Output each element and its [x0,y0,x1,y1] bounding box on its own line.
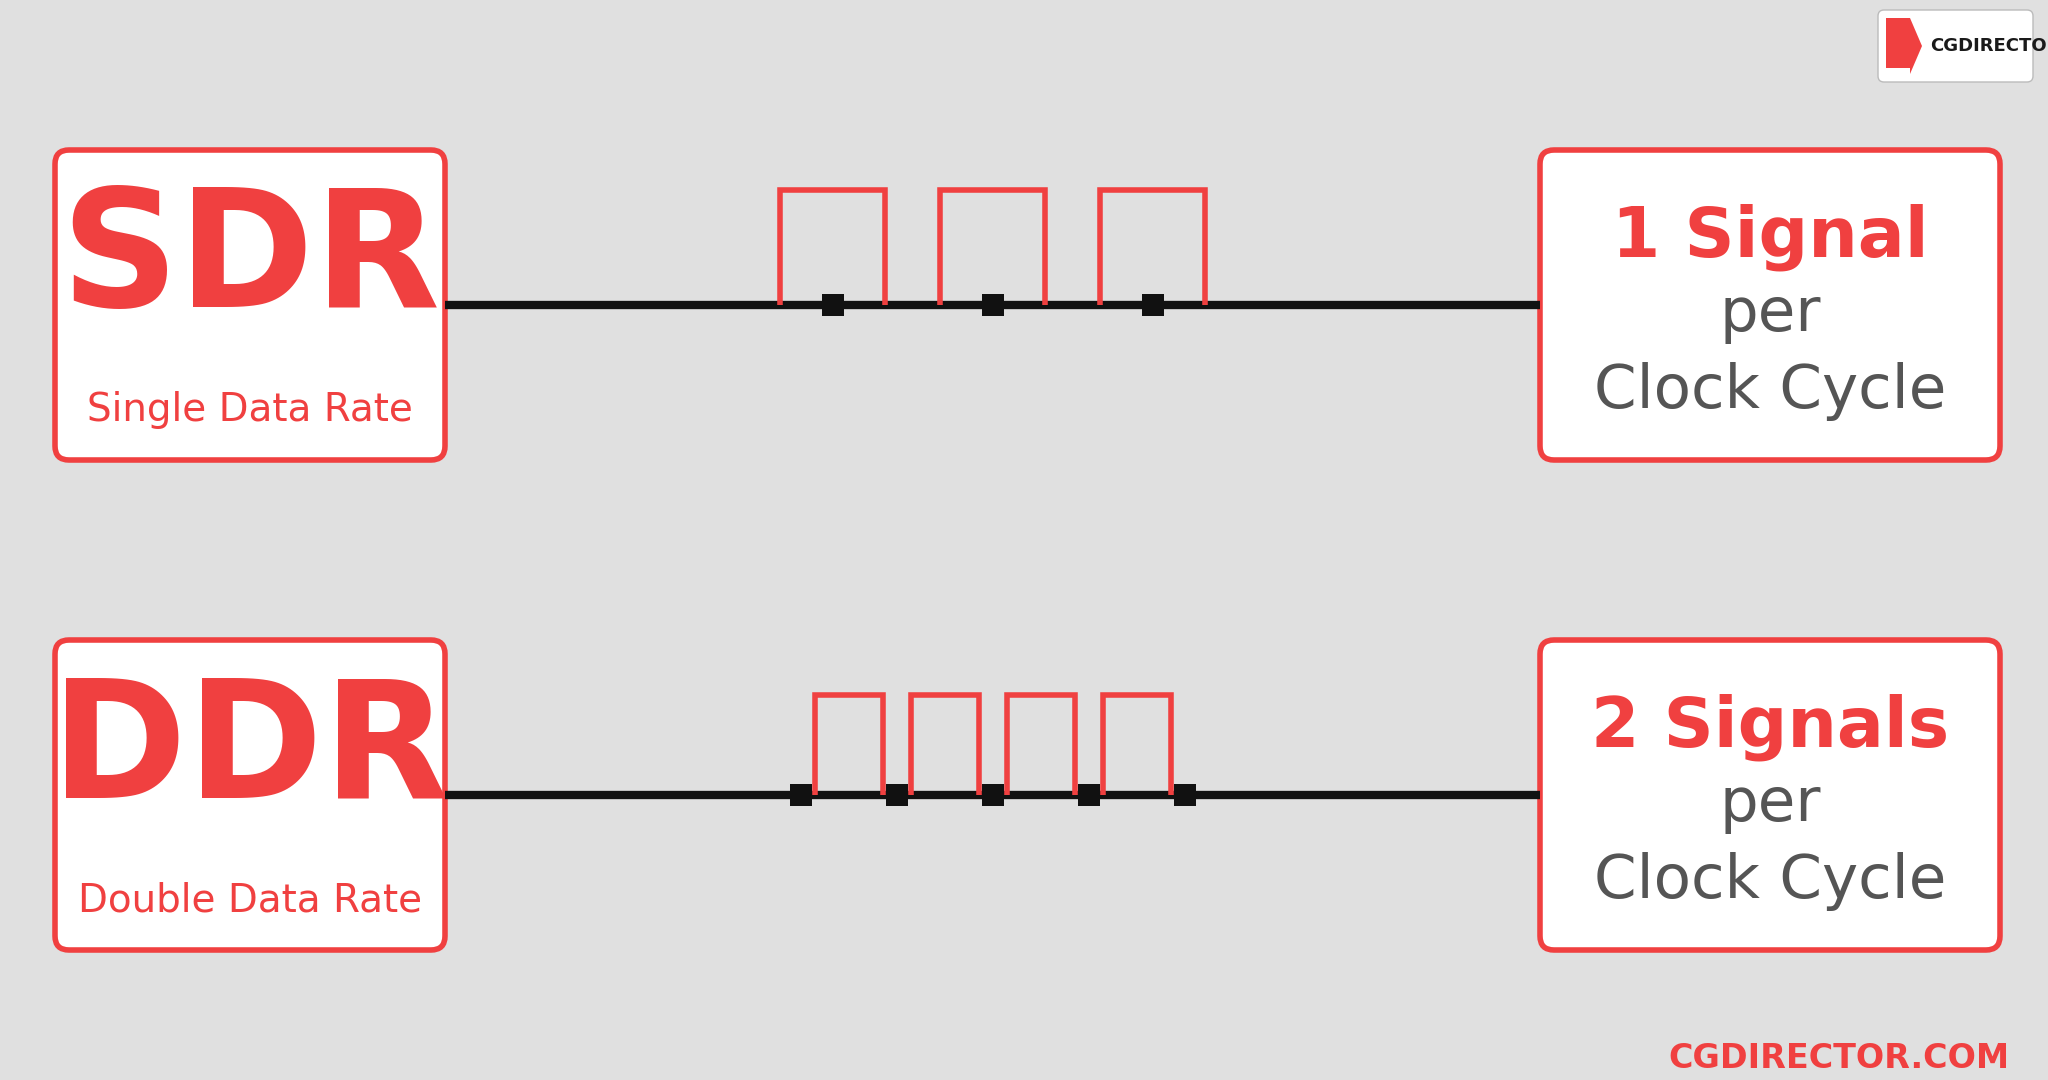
Text: Clock Cycle: Clock Cycle [1593,362,1946,421]
Bar [885,784,907,806]
FancyBboxPatch shape [55,640,444,950]
Bar [1174,784,1196,806]
Text: DDR: DDR [51,672,449,832]
Text: Clock Cycle: Clock Cycle [1593,852,1946,912]
Text: per: per [1718,774,1821,834]
Text: SDR: SDR [59,183,440,341]
FancyBboxPatch shape [1540,640,2001,950]
Bar [981,784,1004,806]
FancyBboxPatch shape [1540,150,2001,460]
Polygon shape [1886,18,1921,75]
Text: 2 Signals: 2 Signals [1591,693,1950,760]
FancyBboxPatch shape [1878,10,2034,82]
Bar [1141,294,1163,316]
Text: 1 Signal: 1 Signal [1612,203,1929,271]
Bar [981,294,1004,316]
FancyBboxPatch shape [55,150,444,460]
Text: CGDIRECTOR: CGDIRECTOR [1929,37,2048,55]
Text: Single Data Rate: Single Data Rate [88,391,414,430]
Bar [788,784,811,806]
Text: CGDIRECTOR.COM: CGDIRECTOR.COM [1669,1041,2009,1075]
Bar [821,294,844,316]
Text: per: per [1718,285,1821,343]
Bar [1077,784,1100,806]
Text: Double Data Rate: Double Data Rate [78,881,422,919]
